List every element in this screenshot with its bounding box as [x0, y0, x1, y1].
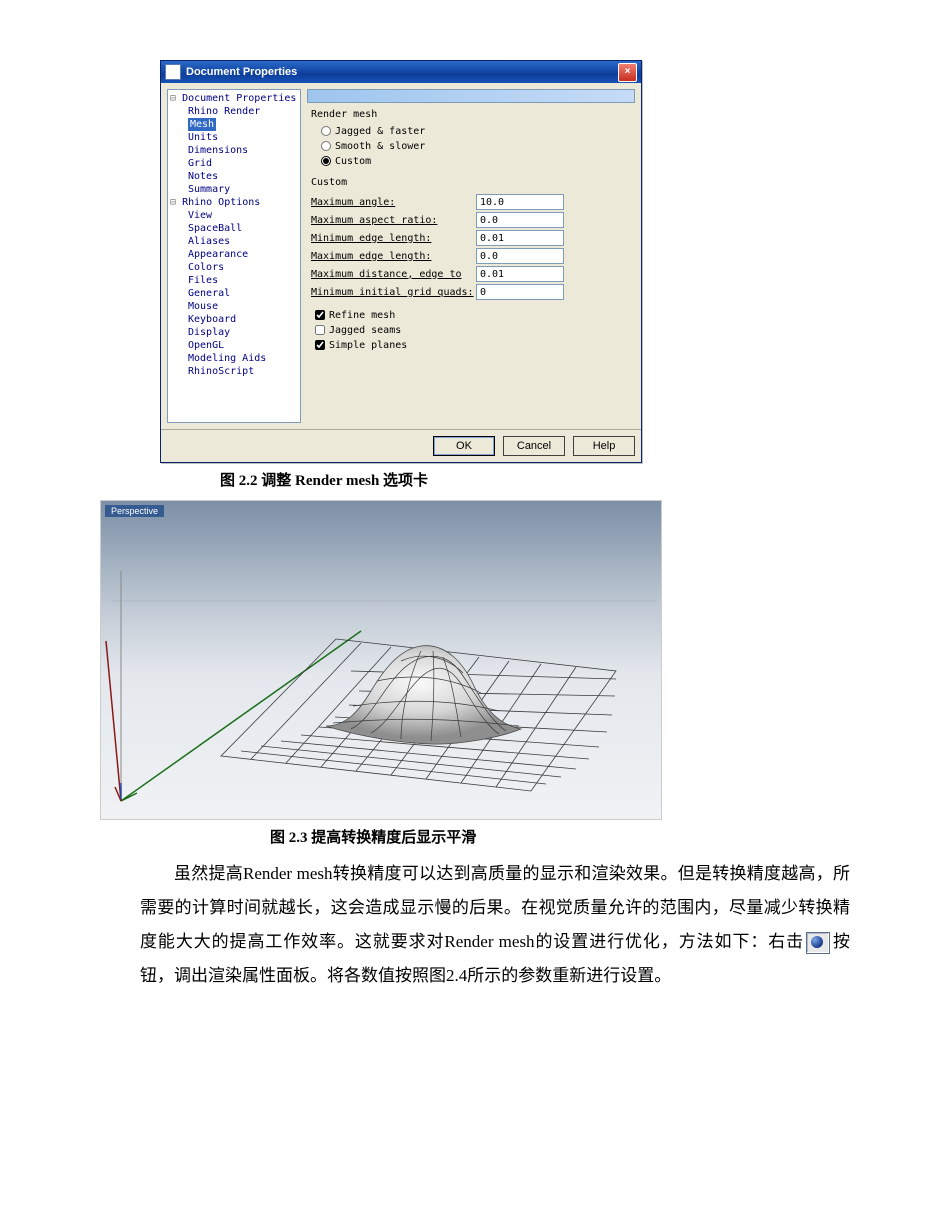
max-edge-input[interactable] — [476, 248, 564, 264]
render-mesh-label: Render mesh — [311, 109, 635, 120]
field-label: Maximum aspect ratio: — [311, 215, 476, 226]
tree-item[interactable]: Files — [188, 274, 300, 287]
field-label: Maximum angle: — [311, 197, 476, 208]
options-tree[interactable]: ⊟ Document Properties Rhino Render Mesh … — [167, 89, 301, 423]
pane-header — [307, 89, 635, 103]
axis-x — [106, 641, 121, 801]
tree-item[interactable]: Grid — [188, 157, 300, 170]
tree-item[interactable]: Display — [188, 326, 300, 339]
tree-item[interactable]: Summary — [188, 183, 300, 196]
perspective-viewport: Perspective — [100, 500, 662, 820]
tree-item[interactable]: Dimensions — [188, 144, 300, 157]
help-button[interactable]: Help — [573, 436, 635, 456]
max-dist-input[interactable] — [476, 266, 564, 282]
chk-jagged-seams[interactable] — [315, 325, 325, 335]
tree-item[interactable]: Mouse — [188, 300, 300, 313]
document-properties-dialog: Document Properties × ⊟ Document Propert… — [160, 60, 642, 463]
axis-y — [121, 631, 361, 801]
viewport-label: Perspective — [105, 505, 164, 517]
radio-smooth-slower[interactable] — [321, 141, 331, 151]
mesh-settings-pane: Render mesh Jagged & faster Smooth & slo… — [307, 89, 635, 419]
tree-item[interactable]: View — [188, 209, 300, 222]
radio-label: Custom — [335, 156, 371, 167]
check-label: Simple planes — [329, 340, 407, 351]
max-angle-input[interactable] — [476, 194, 564, 210]
tree-root-opts[interactable]: Rhino Options — [182, 197, 260, 208]
tree-item[interactable]: SpaceBall — [188, 222, 300, 235]
custom-label: Custom — [311, 177, 635, 188]
tree-item[interactable]: Aliases — [188, 235, 300, 248]
min-edge-input[interactable] — [476, 230, 564, 246]
tree-item[interactable]: RhinoScript — [188, 365, 300, 378]
nurbs-bump — [326, 646, 521, 744]
field-label: Maximum edge length: — [311, 251, 476, 262]
min-quads-input[interactable] — [476, 284, 564, 300]
tree-root-doc[interactable]: Document Properties — [182, 93, 296, 104]
tree-item[interactable]: OpenGL — [188, 339, 300, 352]
body-paragraph: 虽然提高Render mesh转换精度可以达到高质量的显示和渲染效果。但是转换精… — [140, 857, 850, 993]
tree-item[interactable]: General — [188, 287, 300, 300]
figure-caption-2-3: 图 2.3 提高转换精度后显示平滑 — [270, 826, 855, 847]
app-icon — [165, 64, 181, 80]
field-label: Minimum edge length: — [311, 233, 476, 244]
field-label: Maximum distance, edge to — [311, 269, 476, 280]
tree-item[interactable]: Keyboard — [188, 313, 300, 326]
tree-item[interactable]: Modeling Aids — [188, 352, 300, 365]
chk-refine-mesh[interactable] — [315, 310, 325, 320]
radio-label: Jagged & faster — [335, 126, 425, 137]
field-label: Minimum initial grid quads: — [311, 287, 476, 298]
tree-item[interactable]: Units — [188, 131, 300, 144]
chk-simple-planes[interactable] — [315, 340, 325, 350]
radio-custom[interactable] — [321, 156, 331, 166]
viewport-svg — [101, 501, 661, 819]
ok-button[interactable]: OK — [433, 436, 495, 456]
check-label: Jagged seams — [329, 325, 401, 336]
tree-item[interactable]: Rhino Render — [188, 105, 300, 118]
figure-caption-2-2: 图 2.2 调整 Render mesh 选项卡 — [220, 469, 855, 490]
render-properties-icon — [806, 932, 830, 954]
tree-item-selected[interactable]: Mesh — [188, 118, 300, 131]
max-aspect-input[interactable] — [476, 212, 564, 228]
close-icon[interactable]: × — [618, 63, 637, 82]
tree-item[interactable]: Notes — [188, 170, 300, 183]
titlebar[interactable]: Document Properties × — [161, 61, 641, 83]
tree-item[interactable]: Colors — [188, 261, 300, 274]
cancel-button[interactable]: Cancel — [503, 436, 565, 456]
tree-item[interactable]: Appearance — [188, 248, 300, 261]
radio-label: Smooth & slower — [335, 141, 425, 152]
radio-jagged-faster[interactable] — [321, 126, 331, 136]
para-text-1: 虽然提高Render mesh转换精度可以达到高质量的显示和渲染效果。但是转换精… — [140, 864, 850, 951]
check-label: Refine mesh — [329, 310, 395, 321]
window-title: Document Properties — [186, 66, 618, 78]
